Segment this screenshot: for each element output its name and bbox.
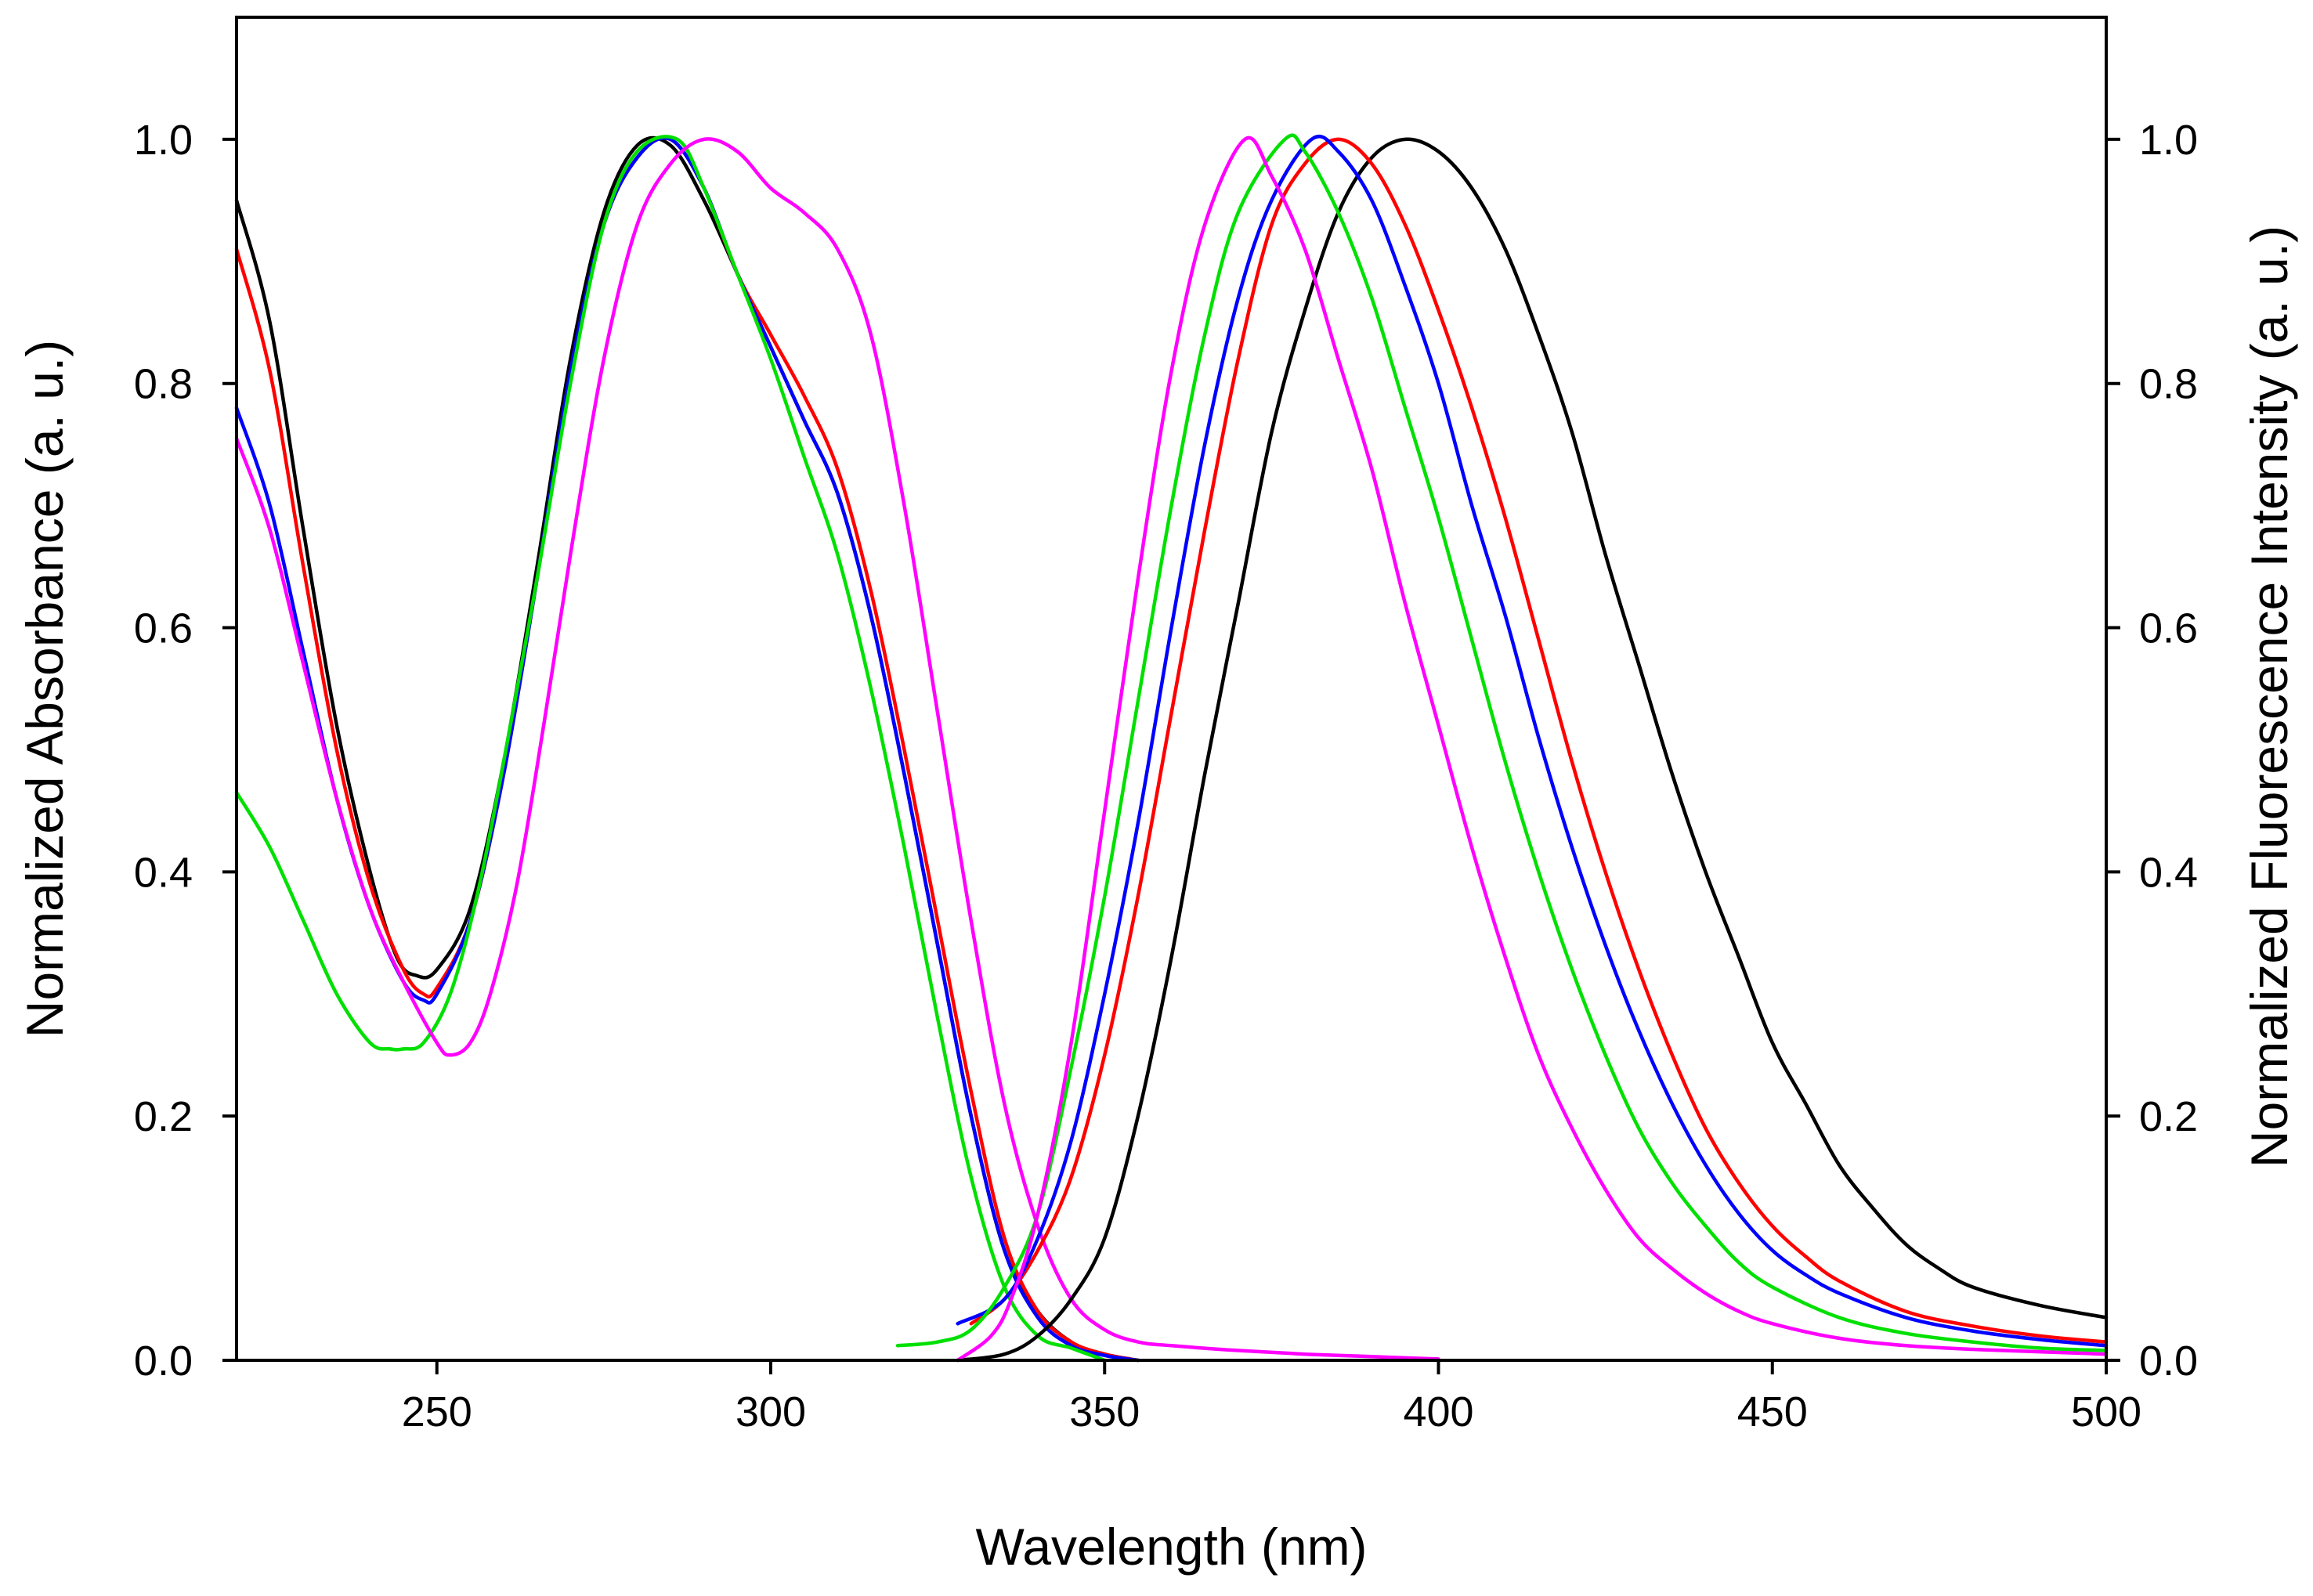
y-tick-label: 1.0 [134,117,193,164]
series-line-blue-fluorescence [956,134,2109,1348]
x-tick-label: 250 [402,1388,472,1435]
ticks-layer: 250 300 350 400 450 5000.00.20.40.60.81.00.00… [134,117,2198,1435]
y-tick-label: 0.2 [134,1093,193,1140]
series-line-blue-absorbance [234,136,1140,1363]
y2-tick-label: 0.4 [2139,849,2198,896]
y-axis-title: Normalized Absorbance (a. u.) [16,340,74,1038]
y2-tick-label: 1.0 [2139,117,2198,164]
x-tick-label: 400 [1403,1388,1473,1435]
curves-layer [234,133,2109,1363]
series-line-red-fluorescence [969,137,2109,1344]
series-line-black-absorbance [234,135,1140,1363]
series-line-black-fluorescence [956,137,2109,1363]
x-tick-label: 300 [735,1388,806,1435]
plot-frame [235,16,2108,1362]
y2-tick-label: 0.6 [2139,605,2198,652]
x-axis-title: Wavelength (nm) [975,1518,1367,1576]
y2-tick-label: 0.0 [2139,1338,2198,1385]
y-tick-label: 0.8 [134,361,193,408]
series-line-green-absorbance [234,135,1107,1363]
y-tick-label: 0.0 [134,1338,193,1385]
series-line-magenta-absorbance [234,137,1440,1361]
y2-tick-label: 0.2 [2139,1093,2198,1140]
y2-tick-label: 0.8 [2139,361,2198,408]
x-tick-label: 500 [2071,1388,2141,1435]
series-line-red-absorbance [234,136,1140,1363]
x-tick-label: 450 [1737,1388,1808,1435]
x-tick-label: 350 [1069,1388,1140,1435]
series-line-green-fluorescence [895,133,2109,1352]
series-line-magenta-fluorescence [956,135,2109,1363]
y-tick-label: 0.6 [134,605,193,652]
y2-axis-title: Normalized Fluorescence Intensity (a. u.… [2240,226,2298,1168]
y-tick-label: 0.4 [134,849,193,896]
